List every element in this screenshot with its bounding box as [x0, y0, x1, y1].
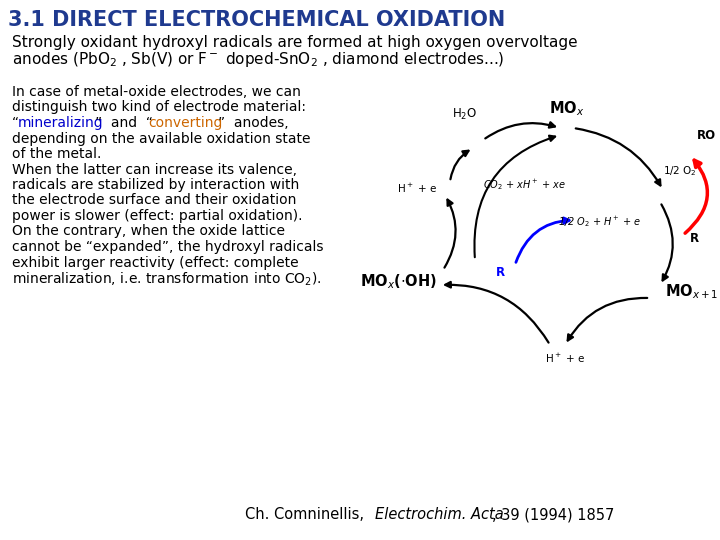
Text: , 39 (1994) 1857: , 39 (1994) 1857 — [492, 507, 614, 522]
Text: 3.1 DIRECT ELECTROCHEMICAL OXIDATION: 3.1 DIRECT ELECTROCHEMICAL OXIDATION — [8, 10, 505, 30]
Text: MO$_{x+1}$: MO$_{x+1}$ — [665, 282, 719, 301]
Text: radicals are stabilized by interaction with: radicals are stabilized by interaction w… — [12, 178, 300, 192]
Text: mineralization, i.e. transformation into CO$_2$).: mineralization, i.e. transformation into… — [12, 271, 322, 288]
Text: ”  and  “: ” and “ — [95, 116, 153, 130]
Text: exhibit larger reactivity (effect: complete: exhibit larger reactivity (effect: compl… — [12, 255, 299, 269]
Text: When the latter can increase its valence,: When the latter can increase its valence… — [12, 163, 297, 177]
Text: R: R — [496, 266, 505, 279]
Text: “: “ — [12, 116, 19, 130]
Text: MO$_x$($\cdot$OH): MO$_x$($\cdot$OH) — [360, 273, 437, 292]
Text: power is slower (effect: partial oxidation).: power is slower (effect: partial oxidati… — [12, 209, 302, 223]
Text: distinguish two kind of electrode material:: distinguish two kind of electrode materi… — [12, 100, 306, 114]
Text: On the contrary, when the oxide lattice: On the contrary, when the oxide lattice — [12, 225, 285, 239]
Text: converting: converting — [148, 116, 222, 130]
Text: MO$_x$: MO$_x$ — [549, 99, 585, 118]
Text: CO$_2$ + xH$^+$ + xe: CO$_2$ + xH$^+$ + xe — [483, 178, 567, 192]
Text: ”  anodes,: ” anodes, — [218, 116, 289, 130]
Text: H$^+$ + e: H$^+$ + e — [397, 181, 437, 194]
Text: H$_2$O: H$_2$O — [452, 107, 477, 122]
Text: the electrode surface and their oxidation: the electrode surface and their oxidatio… — [12, 193, 297, 207]
Text: 1/2 O$_2$ + H$^+$ + e: 1/2 O$_2$ + H$^+$ + e — [558, 214, 642, 230]
Text: anodes (PbO$_2$ , Sb(V) or F$^-$ doped-SnO$_2$ , diamond electrodes...): anodes (PbO$_2$ , Sb(V) or F$^-$ doped-S… — [12, 50, 505, 69]
Text: R: R — [690, 232, 699, 245]
Text: mineralizing: mineralizing — [18, 116, 104, 130]
Text: Electrochim. Acta: Electrochim. Acta — [375, 507, 504, 522]
Text: RO: RO — [697, 129, 716, 142]
Text: cannot be “expanded”, the hydroxyl radicals: cannot be “expanded”, the hydroxyl radic… — [12, 240, 323, 254]
Text: Strongly oxidant hydroxyl radicals are formed at high oxygen overvoltage: Strongly oxidant hydroxyl radicals are f… — [12, 35, 577, 50]
Text: In case of metal-oxide electrodes, we can: In case of metal-oxide electrodes, we ca… — [12, 85, 301, 99]
Text: 1/2 O$_2$: 1/2 O$_2$ — [663, 164, 697, 178]
Text: H$^+$ + e: H$^+$ + e — [545, 352, 585, 365]
Text: Ch. Comninellis,: Ch. Comninellis, — [245, 507, 369, 522]
Text: of the metal.: of the metal. — [12, 147, 102, 161]
Text: depending on the available oxidation state: depending on the available oxidation sta… — [12, 132, 310, 145]
